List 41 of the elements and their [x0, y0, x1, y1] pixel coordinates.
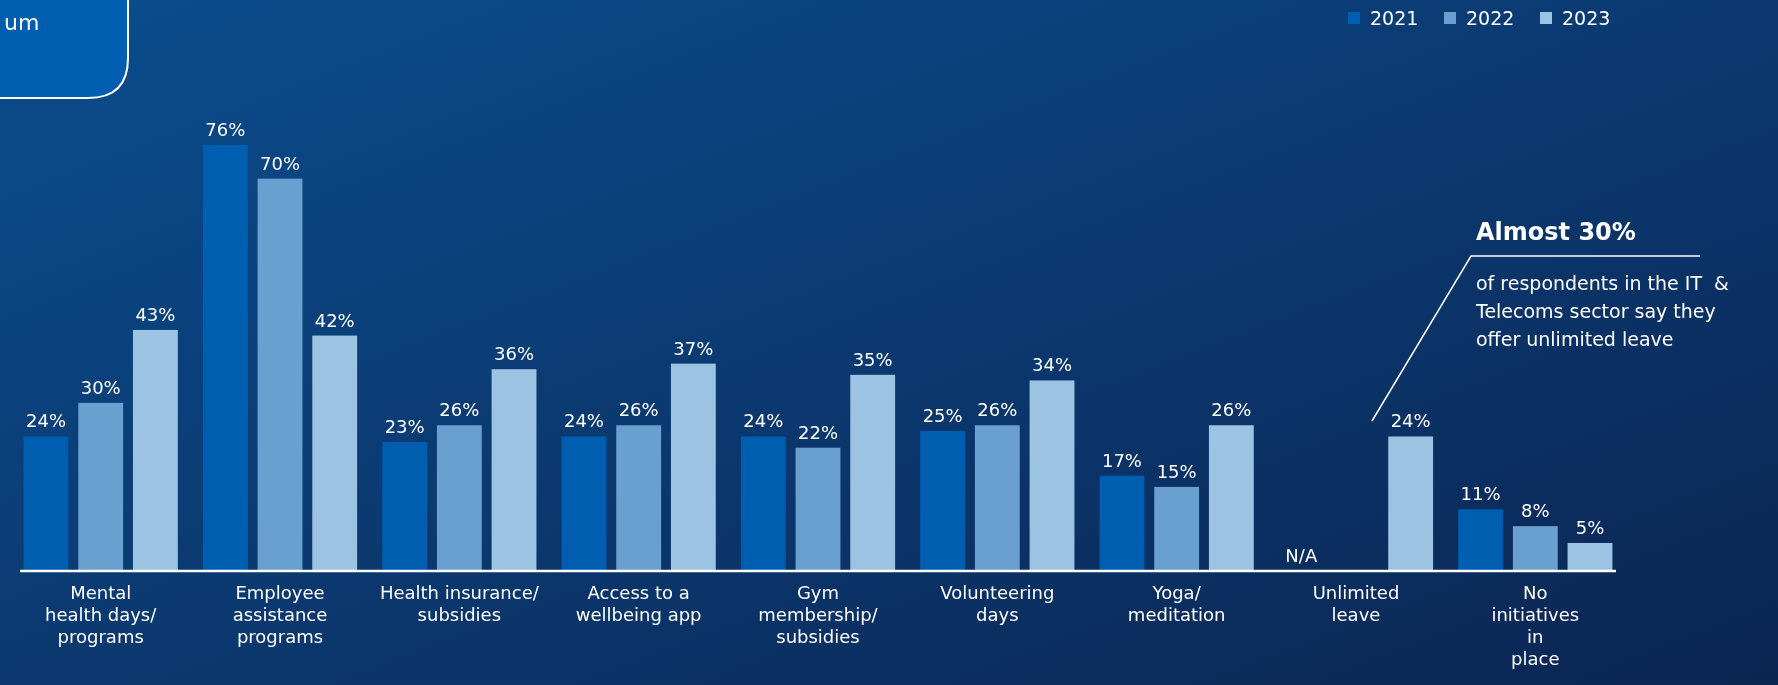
data-label: 30%	[80, 376, 121, 398]
data-label: 26%	[1211, 399, 1252, 421]
x-tick-label: Employee assistance programs	[232, 582, 328, 647]
data-label: 26%	[618, 399, 659, 421]
data-label: 35%	[852, 348, 893, 370]
data-label: 24%	[563, 410, 604, 432]
data-label: 36%	[494, 343, 535, 365]
data-label: 17%	[1101, 449, 1142, 471]
data-label: 15%	[1156, 460, 1197, 482]
data-label: 5%	[1575, 516, 1605, 538]
data-label: 24%	[1390, 410, 1431, 432]
data-label: 24%	[743, 410, 784, 432]
data-label: 34%	[1032, 354, 1073, 376]
data-label: 43%	[135, 303, 176, 325]
data-label: 25%	[922, 404, 963, 426]
data-label: 11%	[1460, 483, 1501, 505]
x-tick-label: Unlimited leave	[1312, 582, 1400, 625]
x-tick-label: Health insurance/ subsidies	[379, 582, 540, 625]
text: N/A	[1285, 545, 1318, 566]
data-label: 22%	[797, 421, 839, 443]
data-label: 24%	[26, 410, 67, 432]
legend-label: 2023	[1562, 7, 1611, 29]
legend-label: 2022	[1466, 7, 1515, 29]
data-label: 70%	[260, 152, 301, 174]
x-tick-label: Access to a wellbeing app	[575, 582, 702, 625]
data-label: 76%	[205, 119, 246, 140]
x-tick-label: No initiatives in place	[1491, 582, 1580, 669]
annotation: of respondents in the IT & Telecoms sector say they offer unlimited leave	[1475, 272, 1730, 350]
data-label: 42%	[314, 309, 355, 331]
data-label: 26%	[439, 399, 480, 421]
annotation: Almost 30%	[1476, 218, 1636, 246]
data-label: 26%	[977, 399, 1018, 421]
legend-label: 2021	[1370, 7, 1419, 29]
x-tick-label: Gym membership/ subsidies	[758, 582, 879, 647]
data-label: 37%	[673, 337, 714, 359]
x-tick-label: Volunteering days	[940, 582, 1055, 625]
text: um	[4, 10, 40, 35]
x-tick-label: Mental health days/ programs	[45, 582, 158, 647]
x-tick-label: Yoga/ meditation	[1127, 582, 1226, 625]
data-label: 8%	[1521, 500, 1550, 522]
data-label: 23%	[384, 416, 425, 438]
